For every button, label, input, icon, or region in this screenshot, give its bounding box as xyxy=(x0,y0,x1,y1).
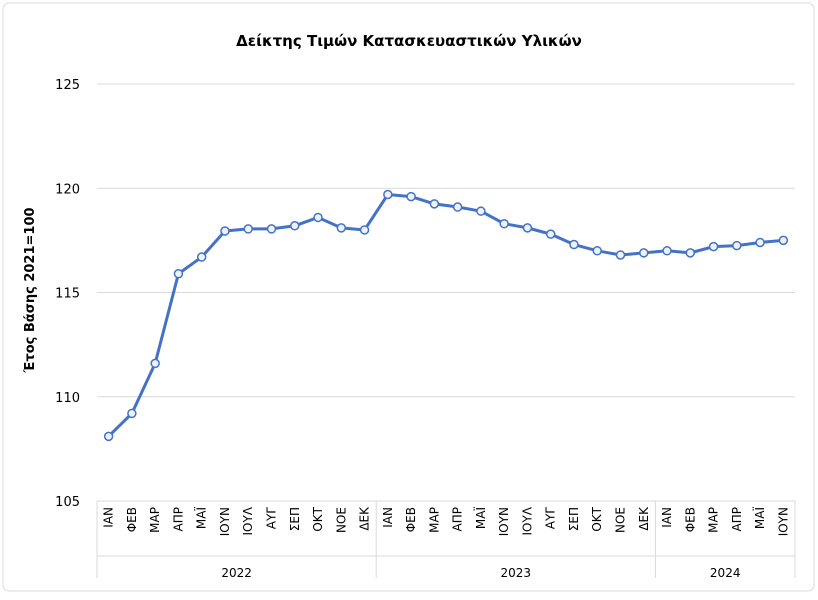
marker xyxy=(196,252,207,262)
marker xyxy=(615,250,626,260)
marker xyxy=(592,246,602,256)
y-tick-label: 110 xyxy=(55,391,80,406)
x-tick-label: ΙΑΝ xyxy=(381,507,395,528)
marker xyxy=(732,240,742,251)
chart-border xyxy=(2,2,815,592)
y-tick-label: 115 xyxy=(55,287,80,302)
marker xyxy=(336,223,347,233)
x-tick-label: ΙΟΥΛ xyxy=(520,506,534,535)
marker xyxy=(266,224,277,234)
x-tick-label: ΙΟΥΝ xyxy=(497,507,511,536)
marker xyxy=(452,202,463,212)
x-tick-label: ΜΑΡ xyxy=(427,507,441,533)
group-label: 2023 xyxy=(501,566,532,580)
x-tick-label: ΙΑΝ xyxy=(102,507,116,528)
y-axis-label: Έτος Βάσης 2021=100 xyxy=(23,207,38,373)
x-tick-label: ΜΑΪ xyxy=(473,507,488,530)
marker xyxy=(778,235,789,246)
x-tick-label: ΙΑΝ xyxy=(660,507,674,528)
x-tick-label: ΦΕΒ xyxy=(683,507,697,532)
x-tick-label: ΜΑΡ xyxy=(707,507,721,533)
x-tick-label: ΜΑΪ xyxy=(752,507,767,530)
y-tick-label: 125 xyxy=(55,78,80,93)
x-tick-label: ΣΕΠ xyxy=(567,507,581,531)
marker xyxy=(499,218,509,229)
marker xyxy=(569,239,579,250)
group-label: 2022 xyxy=(221,566,252,580)
marker xyxy=(639,248,649,258)
x-tick-label: ΝΟΕ xyxy=(334,507,348,533)
x-tick-label: ΑΥΓ xyxy=(265,507,279,530)
marker xyxy=(243,224,253,234)
marker xyxy=(708,241,719,252)
x-tick-label: ΙΟΥΝ xyxy=(776,507,790,536)
y-tick-label: 120 xyxy=(55,182,80,197)
x-tick-label: ΔΕΚ xyxy=(637,506,651,531)
x-tick-label: ΙΟΥΛ xyxy=(241,506,255,535)
marker xyxy=(313,212,323,223)
y-tick-label: 105 xyxy=(55,495,80,510)
x-tick-label: ΦΕΒ xyxy=(125,507,139,532)
x-tick-label: ΑΥΓ xyxy=(544,507,558,530)
x-tick-label: ΙΟΥΝ xyxy=(218,507,232,536)
marker xyxy=(406,191,416,202)
marker xyxy=(103,431,114,442)
x-tick-label: ΟΚΤ xyxy=(311,506,325,531)
chart-title: Δείκτης Τιμών Κατασκευαστικών Υλικών xyxy=(236,32,582,50)
x-tick-label: ΝΟΕ xyxy=(614,507,628,533)
group-label: 2024 xyxy=(710,566,741,580)
marker xyxy=(127,408,137,419)
marker xyxy=(755,237,765,248)
marker xyxy=(662,246,672,256)
marker xyxy=(685,248,696,258)
marker xyxy=(150,358,160,369)
x-tick-label: ΑΠΡ xyxy=(451,507,465,531)
x-tick-label: ΔΕΚ xyxy=(358,506,372,531)
marker xyxy=(220,226,230,236)
x-tick-label: ΣΕΠ xyxy=(288,507,302,531)
marker xyxy=(290,221,300,231)
marker xyxy=(545,229,556,239)
x-tick-label: ΟΚΤ xyxy=(590,506,604,531)
x-tick-label: ΑΠΡ xyxy=(171,507,185,531)
marker xyxy=(173,268,184,279)
x-tick-label: ΜΑΪ xyxy=(194,507,209,530)
x-tick-label: ΜΑΡ xyxy=(148,507,162,533)
marker xyxy=(429,199,440,209)
marker xyxy=(522,223,533,233)
marker xyxy=(383,189,393,200)
marker xyxy=(476,206,486,216)
x-tick-label: ΦΕΒ xyxy=(404,507,418,532)
x-tick-label: ΑΠΡ xyxy=(730,507,744,531)
marker xyxy=(359,225,370,235)
